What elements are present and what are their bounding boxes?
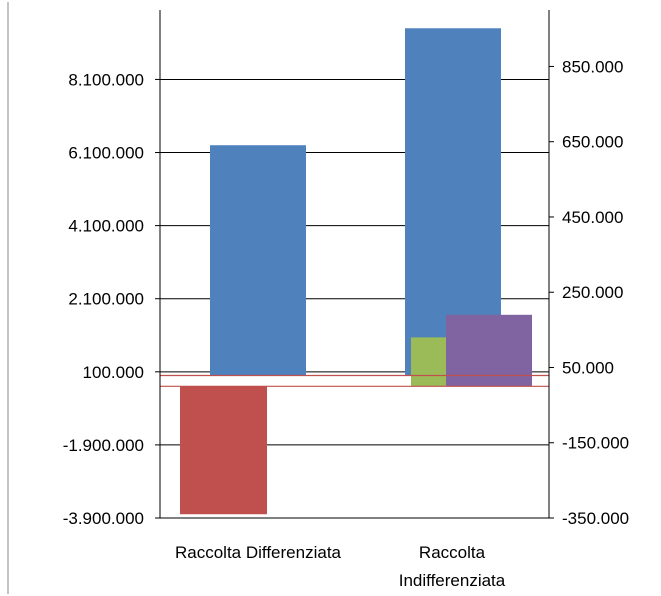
category-label: Indifferenziata — [399, 571, 506, 590]
left-tick-label: 8.100.000 — [68, 70, 144, 89]
right-tick-label: 850.000 — [562, 57, 623, 76]
category-label: Raccolta Differenziata — [175, 543, 342, 562]
left-tick-label: -3.900.000 — [63, 509, 144, 528]
bar — [446, 314, 532, 387]
right-tick-label: -150.000 — [562, 434, 629, 453]
right-tick-label: 250.000 — [562, 283, 623, 302]
category-labels: Raccolta Differenziata Raccolta Indifferen… — [175, 543, 506, 590]
right-tick-label: 450.000 — [562, 208, 623, 227]
left-tick-label: 100.000 — [83, 363, 144, 382]
left-tick-label: 6.100.000 — [68, 144, 144, 163]
category-label: Raccolta — [419, 543, 486, 562]
right-tick-label: 650.000 — [562, 133, 623, 152]
bar — [180, 386, 267, 515]
right-tick-label: 50.000 — [562, 358, 614, 377]
left-axis-ticks: 8.100.000 6.100.000 4.100.000 2.100.000 100.… — [63, 70, 160, 528]
right-tick-label: -350.000 — [562, 509, 629, 528]
axes — [159, 10, 550, 518]
right-axis-ticks: 850.000 650.000 450.000 250.000 50.000 -150.0… — [549, 57, 629, 528]
bars — [180, 28, 532, 515]
left-tick-label: 4.100.000 — [68, 217, 144, 236]
left-tick-label: -1.900.000 — [63, 436, 144, 455]
bar — [210, 145, 306, 376]
left-tick-label: 2.100.000 — [68, 290, 144, 309]
